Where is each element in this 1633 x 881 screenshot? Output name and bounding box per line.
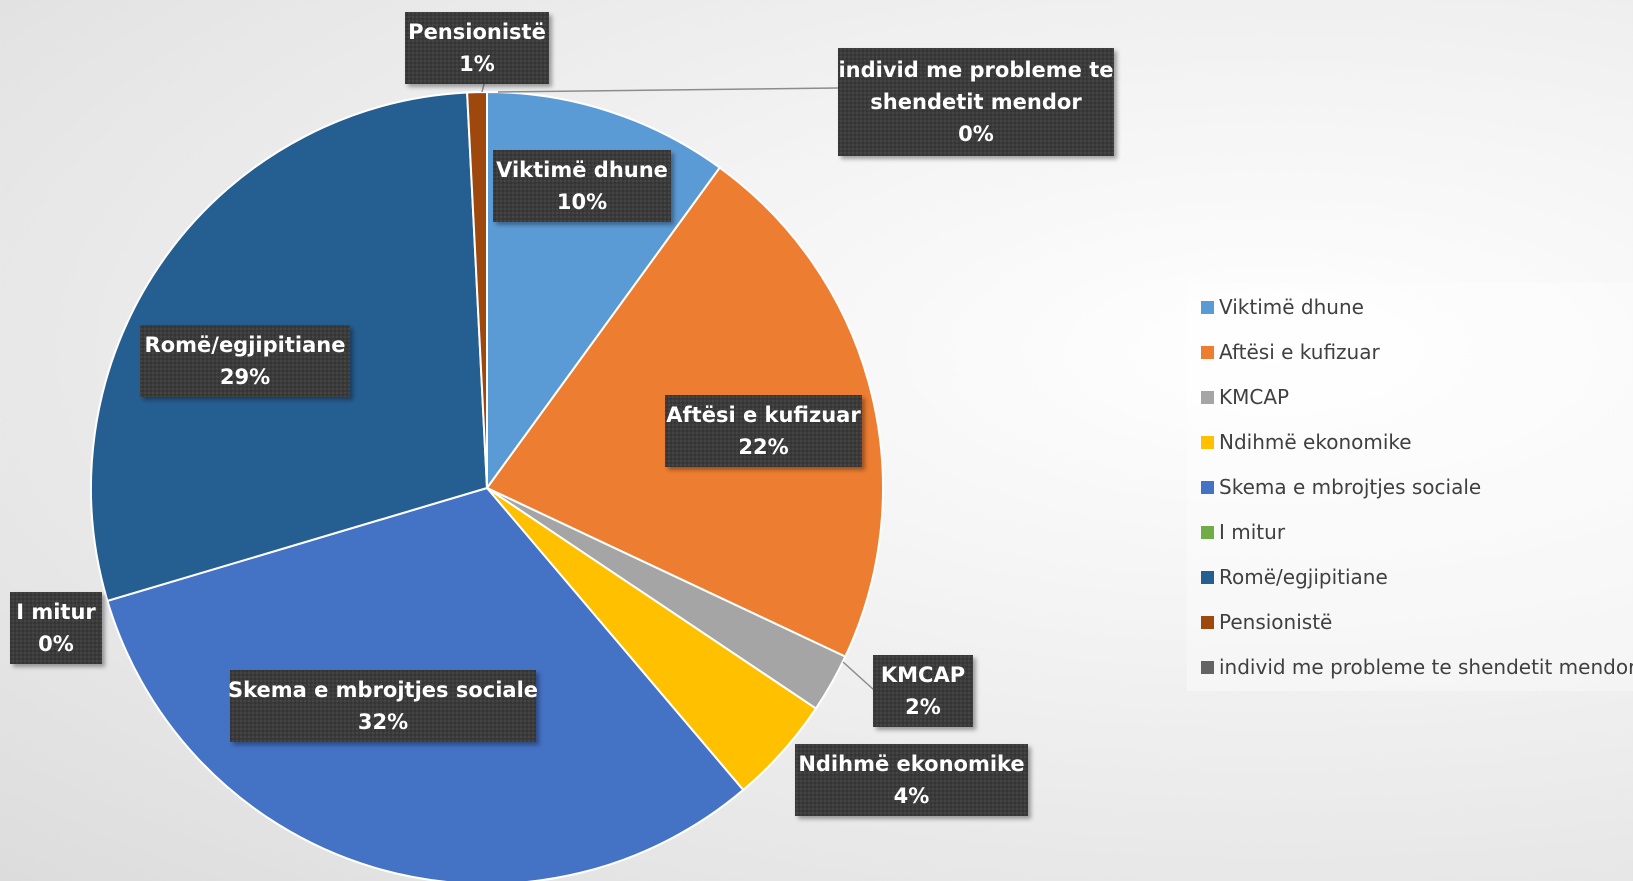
legend-label: I mitur (1219, 520, 1286, 544)
data-label-box (140, 325, 350, 397)
data-label-value: 32% (358, 710, 408, 734)
legend-label: Pensionistë (1219, 610, 1333, 634)
data-label-box (665, 395, 862, 467)
data-label-value: 1% (459, 52, 495, 76)
data-label-category: Viktimë dhune (496, 158, 668, 182)
data-label-box (838, 48, 1114, 156)
data-label-category: I mitur (16, 600, 96, 624)
legend-swatch (1201, 525, 1214, 539)
data-label-individ-me-probleme-te-shendetit-mendor: individ me probleme te shendetit mendor 0% (838, 48, 1114, 156)
data-label-category: individ me probleme te (838, 58, 1113, 82)
data-label-viktime-dhune: Viktimë dhune 10% (493, 150, 671, 222)
data-label-box (873, 655, 973, 727)
legend-item-individ-me-probleme-te-shendetit-mendor: individ me probleme te shendetit mendor (1201, 655, 1633, 679)
leader-line-pensioniste (481, 83, 485, 93)
legend-item-aftesi-e-kufizuar: Aftësi e kufizuar (1201, 340, 1380, 364)
chart-legend: Viktimë dhune Aftësi e kufizuar KMCAP Ndihm… (1187, 283, 1633, 691)
data-label-ndihme-ekonomike: Ndihmë ekonomike 4% (795, 744, 1028, 816)
data-label-category: KMCAP (881, 663, 965, 687)
legend-item-ndihme-ekonomike: Ndihmë ekonomike (1201, 430, 1412, 454)
legend-swatch (1201, 345, 1214, 359)
pie-slice-pensioniste (466, 90, 488, 489)
data-label-value: 0% (958, 122, 994, 146)
data-label-skema-e-mbrojtjes-sociale: Skema e mbrojtjes sociale 32% (228, 670, 538, 742)
data-label-pensioniste: Pensionistë 1% (405, 12, 549, 84)
legend-swatch (1201, 300, 1214, 314)
legend-item-rome-egjipitiane: Romë/egjipitiane (1201, 565, 1388, 589)
legend-swatch (1201, 480, 1214, 494)
data-label-value: 4% (894, 784, 930, 808)
data-label-value: 10% (557, 190, 607, 214)
data-label-box (10, 592, 102, 664)
data-label-box (795, 744, 1028, 816)
legend-swatch (1201, 390, 1214, 404)
legend-item-pensioniste: Pensionistë (1201, 610, 1332, 634)
legend-label: Ndihmë ekonomike (1219, 430, 1412, 454)
legend-swatch (1201, 660, 1214, 674)
legend-swatch (1201, 570, 1214, 584)
data-label-rome-egjipitiane: Romë/egjipitiane 29% (140, 325, 350, 397)
data-label-category: Skema e mbrojtjes sociale (228, 678, 538, 702)
data-label-category: Ndihmë ekonomike (798, 752, 1024, 776)
data-label-box (493, 150, 671, 222)
data-label-value: 22% (738, 435, 788, 459)
data-label-category: Pensionistë (408, 20, 546, 44)
legend-label: Viktimë dhune (1219, 295, 1364, 319)
data-label-value: 2% (905, 695, 941, 719)
legend-label: Aftësi e kufizuar (1219, 340, 1380, 364)
data-label-value: 29% (220, 365, 270, 389)
legend-swatch (1201, 615, 1214, 629)
data-label-aftesi-e-kufizuar: Aftësi e kufizuar 22% (665, 395, 862, 467)
legend-item-viktime-dhune: Viktimë dhune (1201, 295, 1364, 319)
legend-label: Romë/egjipitiane (1219, 565, 1388, 589)
data-label-category: Romë/egjipitiane (145, 333, 346, 357)
legend-item-i-mitur: I mitur (1201, 520, 1285, 544)
data-label-category: Aftësi e kufizuar (666, 403, 861, 427)
data-label-box (405, 12, 549, 84)
legend-item-skema-e-mbrojtjes-sociale: Skema e mbrojtjes sociale (1201, 475, 1481, 499)
data-label-kmcap: KMCAP 2% (873, 655, 973, 727)
legend-item-kmcap: KMCAP (1201, 385, 1289, 409)
leader-line-individ-me-probleme-te-shendetit-mendor (497, 87, 839, 93)
legend-label: individ me probleme te shendetit mendor (1219, 655, 1633, 679)
legend-label: KMCAP (1219, 385, 1290, 409)
legend-label: Skema e mbrojtjes sociale (1219, 475, 1482, 499)
data-label-value: 0% (38, 632, 74, 656)
data-label-box (230, 670, 536, 742)
data-label-i-mitur: I mitur 0% (10, 592, 102, 664)
data-label-category: shendetit mendor (870, 90, 1082, 114)
leader-line-kmcap (842, 661, 875, 691)
legend-swatch (1201, 435, 1214, 449)
